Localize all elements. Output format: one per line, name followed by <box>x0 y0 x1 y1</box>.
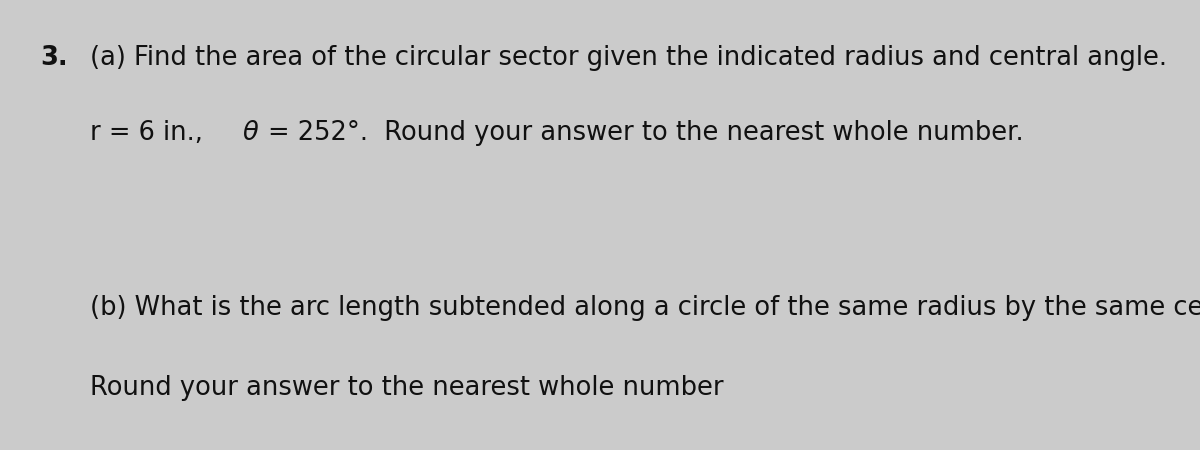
Text: 3.: 3. <box>40 45 67 71</box>
Text: = 252°.  Round your answer to the nearest whole number.: = 252°. Round your answer to the nearest… <box>268 120 1024 146</box>
Text: Round your answer to the nearest whole number: Round your answer to the nearest whole n… <box>90 375 724 401</box>
Text: r = 6 in.,: r = 6 in., <box>90 120 220 146</box>
Text: θ: θ <box>242 120 258 146</box>
Text: (a) Find the area of the circular sector given the indicated radius and central : (a) Find the area of the circular sector… <box>90 45 1166 71</box>
Text: (b) What is the arc length subtended along a circle of the same radius by the sa: (b) What is the arc length subtended alo… <box>90 295 1200 321</box>
